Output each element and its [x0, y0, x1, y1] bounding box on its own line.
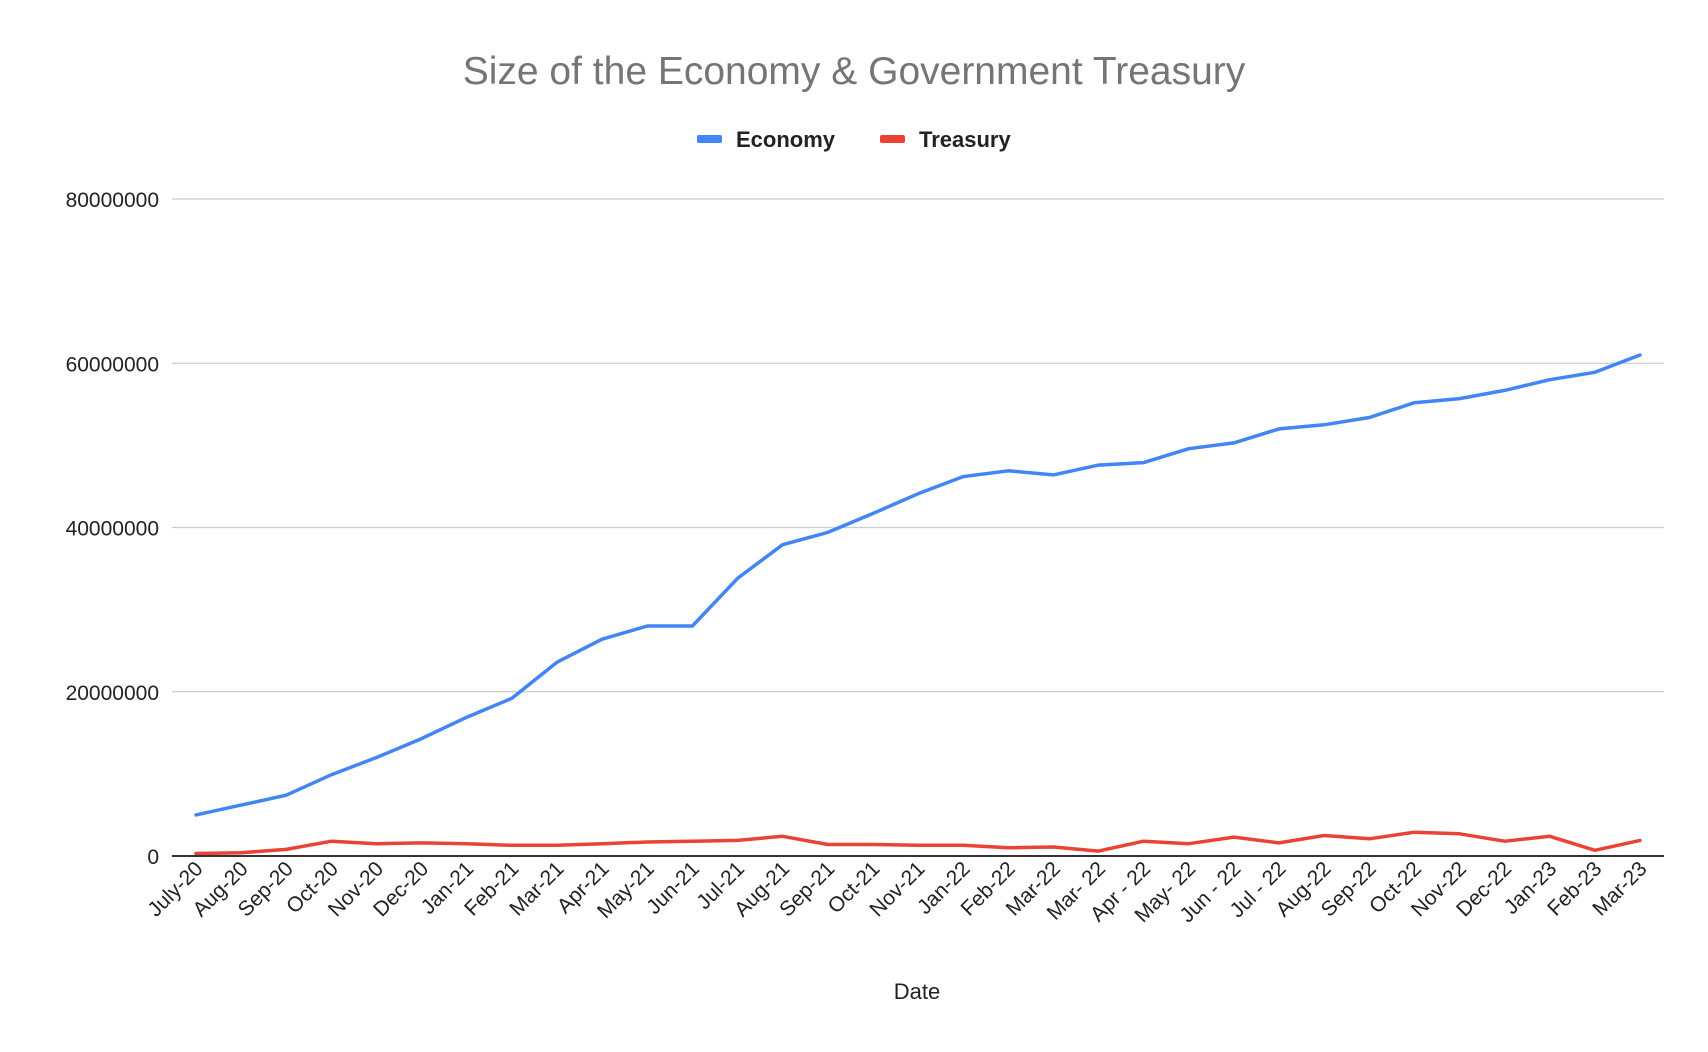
legend-label-treasury: Treasury — [919, 127, 1011, 152]
legend-label-economy: Economy — [736, 127, 836, 152]
series-layer — [194, 353, 1642, 856]
x-axis-title: Date — [894, 979, 940, 1004]
legend-swatch-treasury — [880, 135, 905, 143]
y-tick-label: 60000000 — [66, 353, 159, 376]
series-line-economy — [194, 353, 1642, 817]
y-tick-label: 0 — [147, 846, 159, 869]
y-axis-ticks: 0 20000000 40000000 60000000 80000000 — [66, 189, 159, 869]
y-tick-label: 40000000 — [66, 518, 159, 541]
series-line-treasury — [194, 830, 1642, 856]
legend: Economy Treasury — [697, 127, 1011, 152]
legend-swatch-economy — [697, 135, 722, 143]
y-tick-label: 80000000 — [66, 189, 159, 212]
chart-title: Size of the Economy & Government Treasur… — [463, 50, 1246, 93]
y-tick-label: 20000000 — [66, 682, 159, 705]
grid-layer — [172, 198, 1664, 693]
